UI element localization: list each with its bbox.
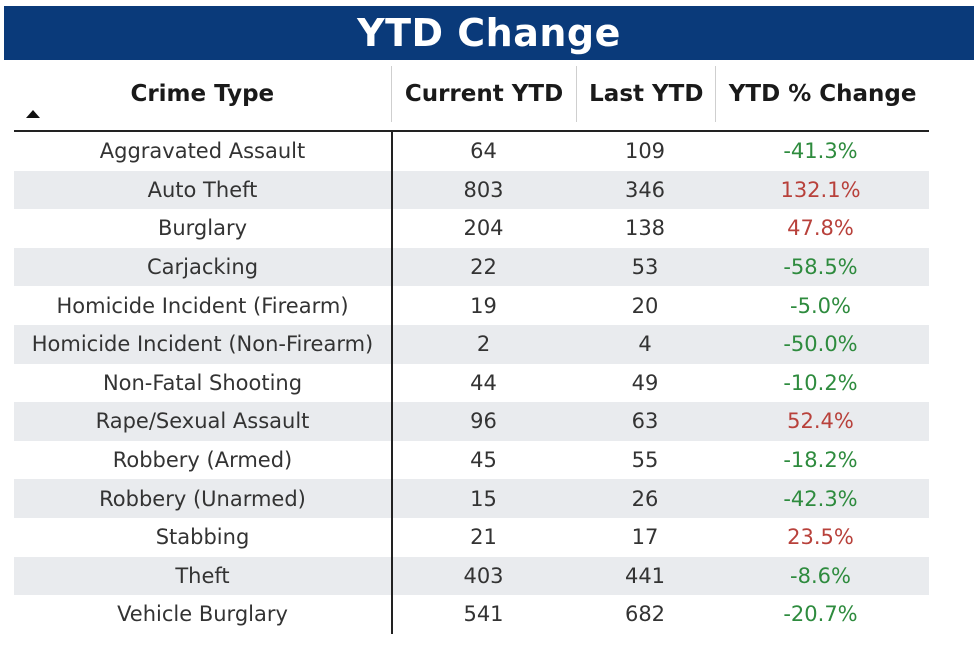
title-banner: YTD Change [4,6,974,60]
table-row[interactable]: Homicide Incident (Non-Firearm) 2 4 -50.0% [14,324,929,364]
ytd-table: Crime Type Current YTD Last YTD YTD % Ch… [14,66,929,634]
crime-type-cell: Auto Theft [147,177,258,202]
table-row[interactable]: Robbery (Armed) 45 55 -18.2% [14,441,929,480]
ytd-change-cell: -41.3% [783,139,858,164]
column-header-ytd-pct-change[interactable]: YTD % Change [715,66,929,122]
current-ytd-cell: 96 [470,409,497,434]
crime-type-cell: Homicide Incident (Firearm) [56,293,349,318]
current-ytd-cell: 45 [470,448,497,473]
last-ytd-cell: 63 [631,409,659,434]
table-row[interactable]: Auto Theft 803 346 132.1% [14,170,929,210]
crime-type-cell: Robbery (Armed) [112,448,293,473]
column-header-label: YTD % Change [728,81,917,107]
page-title: YTD Change [357,11,621,55]
last-ytd-cell: 53 [631,255,659,280]
current-ytd-cell: 64 [470,139,497,164]
table-body: Aggravated Assault 64 109 -41.3% Auto Theft 8… [14,132,929,634]
crime-type-cell: Vehicle Burglary [117,602,288,627]
ytd-change-cell: -42.3% [783,486,858,511]
column-header-label: Crime Type [130,81,275,107]
current-ytd-cell: 19 [470,293,497,318]
table-header: Crime Type Current YTD Last YTD YTD % Ch… [14,66,929,132]
ytd-change-cell: 132.1% [780,177,861,202]
ytd-change-cell: -20.7% [783,602,858,627]
last-ytd-cell: 138 [624,216,666,241]
last-ytd-cell: 20 [631,293,659,318]
crime-type-cell: Carjacking [146,255,259,280]
current-ytd-cell: 204 [463,216,504,241]
current-ytd-cell: 44 [470,370,497,395]
crime-type-cell: Rape/Sexual Assault [95,409,310,434]
last-ytd-cell: 441 [624,563,666,588]
crime-type-cell: Robbery (Unarmed) [99,486,306,511]
column-header-label: Current YTD [404,81,564,107]
last-ytd-cell: 109 [624,139,666,164]
table-row[interactable]: Vehicle Burglary 541 682 -20.7% [14,595,929,634]
table-row[interactable]: Aggravated Assault 64 109 -41.3% [14,132,929,171]
current-ytd-cell: 21 [470,525,497,550]
current-ytd-cell: 22 [470,255,497,280]
current-ytd-cell: 403 [463,563,504,588]
column-header-last-ytd[interactable]: Last YTD [576,66,715,122]
ytd-change-cell: -8.6% [790,563,851,588]
ytd-change-cell: -58.5% [783,255,858,280]
last-ytd-cell: 346 [624,177,666,202]
last-ytd-cell: 682 [624,602,666,627]
last-ytd-cell: 4 [638,332,652,357]
ytd-change-cell: -50.0% [783,332,858,357]
table-row[interactable]: Carjacking 22 53 -58.5% [14,247,929,287]
ytd-change-cell: 47.8% [787,216,854,241]
column-header-current-ytd[interactable]: Current YTD [390,66,577,122]
ytd-change-cell: 52.4% [787,409,854,434]
table-row[interactable]: Robbery (Unarmed) 15 26 -42.3% [14,479,929,518]
column-divider [391,130,393,634]
table-row[interactable]: Non-Fatal Shooting 44 49 -10.2% [14,364,929,403]
column-header-crime-type[interactable]: Crime Type [14,66,391,122]
current-ytd-cell: 15 [470,486,497,511]
column-header-label: Last YTD [589,81,704,107]
last-ytd-cell: 49 [631,370,659,395]
last-ytd-cell: 26 [631,486,659,511]
ytd-change-cell: -10.2% [783,370,858,395]
ytd-change-cell: 23.5% [787,525,854,550]
ytd-change-cell: -5.0% [790,293,851,318]
table-row[interactable]: Theft 403 441 -8.6% [14,556,929,596]
table-row[interactable]: Stabbing 21 17 23.5% [14,518,929,557]
current-ytd-cell: 803 [463,177,504,202]
crime-type-cell: Homicide Incident (Non-Firearm) [31,332,374,357]
sort-ascending-icon[interactable] [26,110,40,118]
crime-type-cell: Non-Fatal Shooting [102,370,303,395]
table-row[interactable]: Homicide Incident (Firearm) 19 20 -5.0% [14,286,929,325]
table-row[interactable]: Burglary 204 138 47.8% [14,209,929,248]
crime-type-cell: Burglary [157,216,248,241]
current-ytd-cell: 541 [463,602,504,627]
table-row[interactable]: Rape/Sexual Assault 96 63 52.4% [14,402,929,441]
last-ytd-cell: 55 [631,448,659,473]
current-ytd-cell: 2 [476,332,491,357]
last-ytd-cell: 17 [631,525,659,550]
crime-type-cell: Theft [175,563,230,588]
crime-type-cell: Aggravated Assault [99,139,306,164]
ytd-change-cell: -18.2% [783,448,858,473]
crime-type-cell: Stabbing [155,525,250,550]
